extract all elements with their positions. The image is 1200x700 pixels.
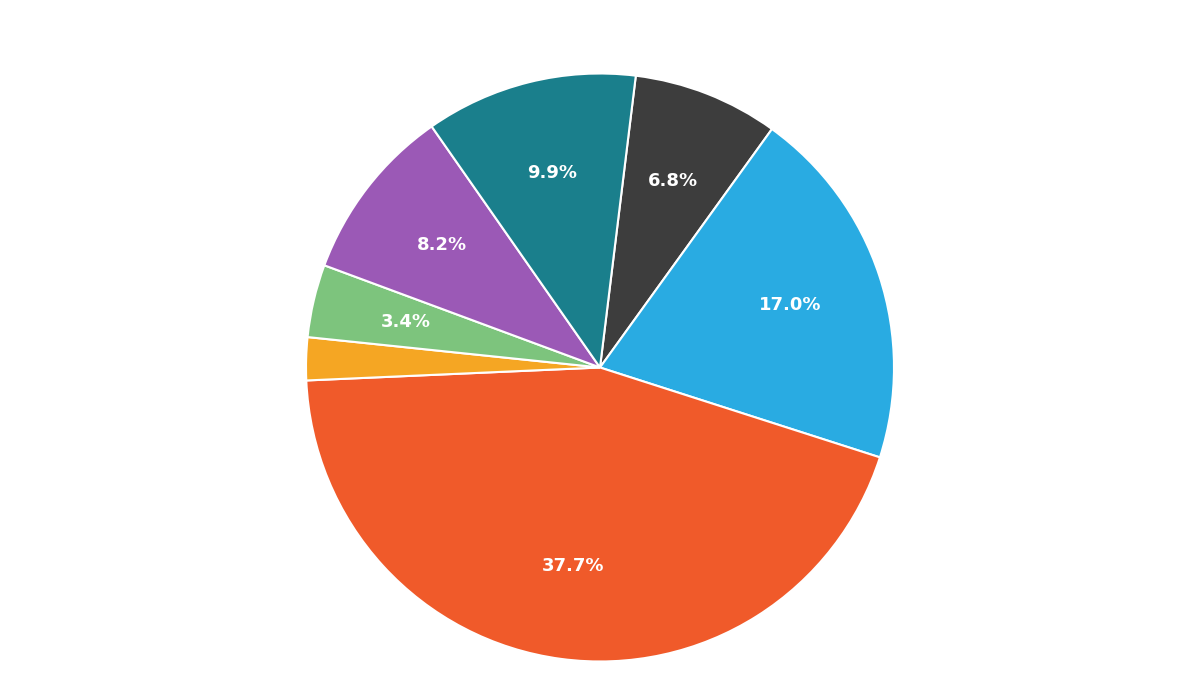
Text: 6.8%: 6.8% [648, 172, 698, 190]
Text: 17.0%: 17.0% [758, 296, 821, 314]
Wedge shape [600, 76, 772, 368]
Wedge shape [306, 337, 600, 381]
Wedge shape [324, 127, 600, 368]
Text: 3.4%: 3.4% [380, 313, 431, 331]
Wedge shape [307, 265, 600, 368]
Wedge shape [306, 368, 880, 662]
Text: 9.9%: 9.9% [527, 164, 577, 183]
Wedge shape [432, 74, 636, 368]
Wedge shape [600, 129, 894, 457]
Text: 8.2%: 8.2% [416, 236, 467, 254]
Text: 37.7%: 37.7% [542, 556, 605, 575]
